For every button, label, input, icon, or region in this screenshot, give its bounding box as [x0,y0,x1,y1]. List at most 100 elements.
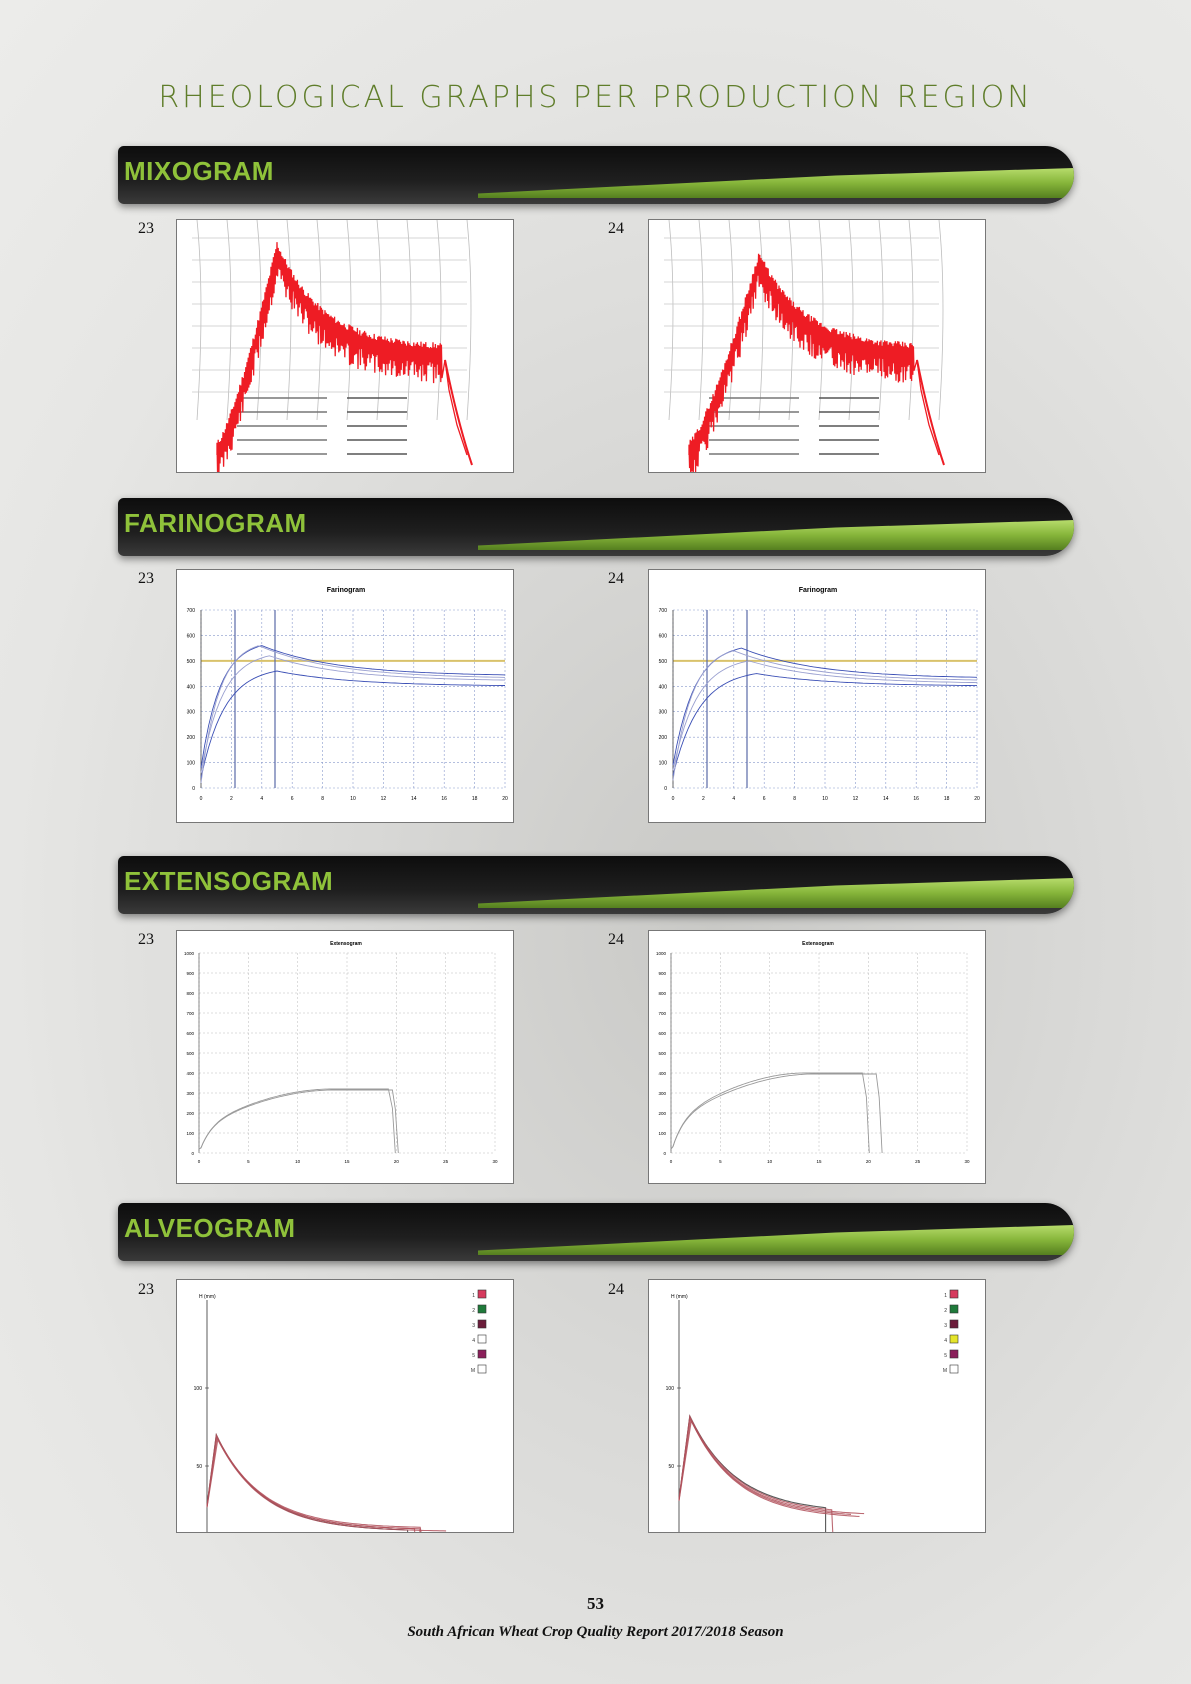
extensogram-chart-23: Extensogram 1000 900 800 700 600 500 400 300 200 1… [176,930,514,1184]
mixogram-grid-line [668,220,674,421]
extensogram-y-tick: 400 [186,1071,194,1076]
alveogram-y-tick: 50 [668,1464,674,1470]
mixogram-left-number: 23 [138,220,154,237]
extensogram-x-tick: 30 [964,1159,970,1164]
mixogram-grid-line [376,220,382,421]
extensogram-x-tick: 0 [198,1159,201,1164]
alveogram-y-tick: 100 [194,1386,203,1392]
extensogram-curve [670,1072,870,1154]
extensogram-banner: EXTENSOGRAM [118,856,1074,914]
extensogram-chart-title: Extensogram [802,941,834,947]
alveogram-curve [678,1419,865,1515]
extensogram-x-tick: 15 [816,1159,822,1164]
alveogram-curve [678,1414,834,1532]
extensogram-y-tick: 1000 [656,951,667,956]
farinogram-right-number: 24 [608,570,624,587]
alveogram-legend-swatch [477,1364,487,1374]
mixogram-grid-line [286,220,292,421]
extensogram-y-tick: 700 [658,1011,666,1016]
farinogram-y-tick: 700 [187,608,196,614]
farinogram-y-tick: 600 [187,633,196,639]
alveogram-legend-label: 3 [472,1323,475,1329]
mixogram-grid-line [196,220,202,421]
extensogram-y-tick: 0 [663,1151,666,1156]
mixogram-right-number: 24 [608,220,624,237]
mixogram-grid-line [878,220,884,421]
mixogram-grid-line [848,220,854,421]
farinogram-x-tick: 2 [702,796,705,802]
alveogram-curve [206,1437,447,1532]
farinogram-y-tick: 700 [659,608,668,614]
alveogram-chart-24: H (mm) L (mm) 100 50 0 50 100 150 1 2 3 4 5 M [648,1279,986,1533]
alveogram-legend-swatch [949,1364,959,1374]
farinogram-y-tick: 500 [187,659,196,665]
farinogram-heading: FARINOGRAM [124,508,307,538]
farinogram-left-number: 23 [138,570,154,587]
alveogram-right-number: 24 [608,1281,624,1298]
extensogram-x-tick: 20 [394,1159,400,1164]
farinogram-x-tick: 0 [200,796,203,802]
extensogram-chart-24: Extensogram 1000 900 800 700 600 500 400 300 200 1… [648,930,986,1184]
farinogram-x-tick: 2 [230,796,233,802]
extensogram-x-tick: 0 [670,1159,673,1164]
mixogram-grid-line [226,220,232,421]
extensogram-y-tick: 100 [186,1131,194,1136]
farinogram-y-tick: 100 [187,761,196,767]
alveogram-legend-swatch [477,1289,487,1299]
farinogram-x-tick: 4 [732,796,735,802]
extensogram-y-tick: 900 [186,971,194,976]
extensogram-y-tick: 300 [658,1091,666,1096]
farinogram-x-tick: 20 [502,796,508,802]
extensogram-y-tick: 800 [186,991,194,996]
extensogram-x-tick: 10 [767,1159,773,1164]
alveogram-legend-label: 2 [944,1308,947,1314]
farinogram-x-tick: 4 [260,796,263,802]
farinogram-y-tick: 200 [187,735,196,741]
extensogram-y-tick: 200 [658,1111,666,1116]
mixogram-grid-line [728,220,734,421]
farinogram-plot-24: Farinogram 700 600 500 400 300 200 100 00 2 4 6 8 10 1… [659,587,980,802]
farinogram-x-tick: 16 [441,796,447,802]
extensogram-y-tick: 500 [186,1051,194,1056]
extensogram-y-tick: 500 [658,1051,666,1056]
extensogram-plot-23: Extensogram10009008007006005004003002001… [184,941,498,1164]
farinogram-curve [200,670,505,778]
farinogram-banner: FARINOGRAM [118,498,1074,556]
page-title: RHEOLOGICAL GRAPHS PER PRODUCTION REGION [158,80,1033,115]
mixogram-grid-line [758,220,764,421]
farinogram-y-tick: 0 [192,786,195,792]
alveogram-legend-label: 4 [944,1338,947,1344]
mixogram-trace [216,242,468,472]
extensogram-x-tick: 10 [295,1159,301,1164]
extensogram-x-tick: 5 [719,1159,722,1164]
alveogram-legend-swatch [477,1334,487,1344]
alveogram-y-tick: 50 [196,1464,202,1470]
farinogram-x-tick: 12 [381,796,387,802]
alveogram-legend-label: 1 [944,1293,947,1299]
mixogram-grid-line [698,220,704,421]
alveogram-left-number: 23 [138,1281,154,1298]
alveogram-legend-label: M [471,1368,475,1374]
extensogram-y-tick: 700 [186,1011,194,1016]
extensogram-x-tick: 15 [344,1159,350,1164]
mixogram-grid-line [406,220,412,421]
mixogram-grid-line [346,220,352,421]
mixogram-chart-24 [648,219,986,473]
extensogram-y-tick: 0 [191,1151,194,1156]
farinogram-x-tick: 8 [321,796,324,802]
extensogram-x-tick: 25 [915,1159,921,1164]
extensogram-y-tick: 400 [658,1071,666,1076]
mixogram-grid-line [908,220,914,421]
mixogram-banner: MIXOGRAM [118,146,1074,204]
extensogram-curve [198,1089,399,1154]
alveogram-y-tick: 100 [666,1386,675,1392]
alveogram-curve [678,1414,827,1532]
mixogram-chart-23 [176,219,514,473]
alveogram-legend-label: 4 [472,1338,475,1344]
extensogram-right-number: 24 [608,931,624,948]
mixogram-grid-line [938,220,944,421]
extensogram-x-tick: 5 [247,1159,250,1164]
farinogram-x-tick: 16 [913,796,919,802]
farinogram-chart-title: Farinogram [327,587,366,594]
alveogram-legend-swatch [949,1334,959,1344]
